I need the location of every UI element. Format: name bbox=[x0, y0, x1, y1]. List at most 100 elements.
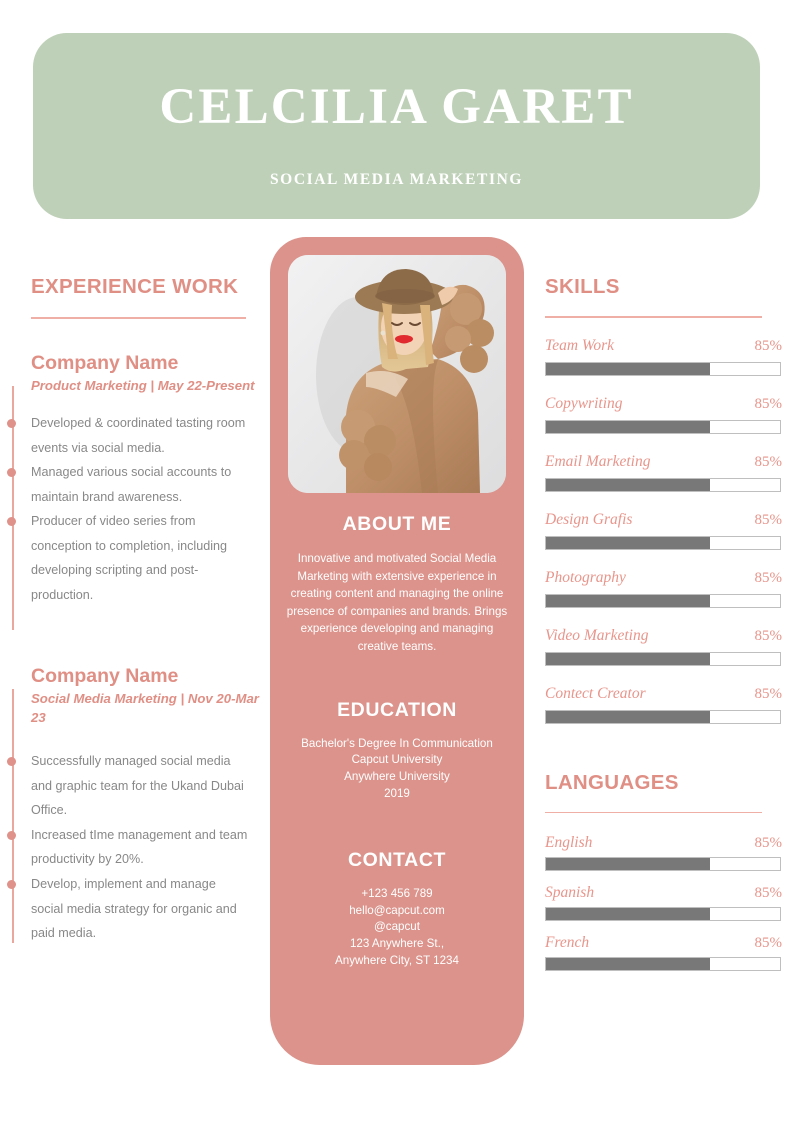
skill-row: Photography 85% bbox=[545, 569, 782, 608]
contact-heading: CONTACT bbox=[347, 848, 447, 871]
skills-heading: SKILLS bbox=[545, 275, 620, 298]
skill-progress-fill bbox=[546, 478, 710, 491]
contact-handle[interactable]: @capcut bbox=[374, 920, 420, 934]
page-title: CELCILIA GARET bbox=[159, 78, 634, 135]
bullet-text: Developed & coordinated tasting room eve… bbox=[31, 416, 246, 455]
skill-percent: 85% bbox=[754, 395, 783, 412]
language-progress-bar bbox=[545, 857, 781, 872]
experience-job-2: Company Name Social Media Marketing | No… bbox=[0, 665, 262, 946]
bullet-dot-icon bbox=[7, 830, 16, 840]
job-meta: Social Media Marketing | Nov 20-Mar 23 bbox=[31, 690, 259, 726]
contact-email[interactable]: hello@capcut.com bbox=[349, 903, 445, 917]
language-percent: 85% bbox=[754, 885, 783, 902]
languages-heading: LANGUAGES bbox=[545, 770, 679, 794]
about-heading: ABOUT ME bbox=[342, 513, 452, 535]
list-item: Producer of video series from conception… bbox=[7, 509, 262, 607]
bullet-text: Successfully managed social media and gr… bbox=[31, 754, 244, 818]
skill-label: Photography bbox=[545, 568, 626, 586]
skill-row: Design Grafis 85% bbox=[545, 511, 782, 550]
job-bullets: Successfully managed social media and gr… bbox=[7, 749, 262, 946]
skill-row: Video Marketing 85% bbox=[545, 627, 782, 666]
skills-heading-rule bbox=[545, 316, 762, 318]
skill-progress-fill bbox=[546, 536, 710, 549]
skill-percent: 85% bbox=[754, 511, 783, 528]
avatar bbox=[288, 255, 506, 493]
skill-label: Video Marketing bbox=[545, 626, 649, 644]
bullet-dot-icon bbox=[7, 757, 16, 767]
education-line: 2019 bbox=[384, 787, 410, 801]
language-progress-fill bbox=[546, 908, 710, 921]
list-item: Developed & coordinated tasting room eve… bbox=[7, 411, 262, 460]
skill-percent: 85% bbox=[754, 627, 783, 644]
skill-percent: 85% bbox=[754, 337, 783, 354]
skill-progress-bar bbox=[545, 535, 781, 550]
bullet-dot-icon bbox=[7, 517, 16, 527]
skills-section: SKILLS Team Work 85% Copywriting 85% Ema… bbox=[545, 275, 783, 972]
skill-progress-bar bbox=[545, 651, 781, 666]
skill-label: Team Work bbox=[545, 336, 615, 354]
about-text: Innovative and motivated Social Media Ma… bbox=[286, 552, 508, 654]
education-heading: EDUCATION bbox=[337, 698, 457, 721]
experience-section: EXPERIENCE WORK Company Name Product Mar… bbox=[0, 275, 262, 946]
education-line: Bachelor's Degree In Communication bbox=[301, 736, 493, 750]
skill-row: Team Work 85% bbox=[545, 337, 782, 376]
list-item: Successfully managed social media and gr… bbox=[7, 749, 262, 823]
skill-progress-bar bbox=[545, 361, 781, 376]
language-progress-fill bbox=[546, 958, 710, 971]
experience-job-1: Company Name Product Marketing | May 22-… bbox=[0, 351, 262, 630]
skill-label: Email Marketing bbox=[545, 452, 651, 470]
bullet-text: Managed various social accounts to maint… bbox=[31, 465, 232, 504]
language-progress-bar bbox=[545, 907, 781, 922]
bullet-dot-icon bbox=[7, 879, 16, 889]
language-label: Spanish bbox=[545, 884, 595, 902]
bullet-text: Producer of video series from conception… bbox=[31, 514, 228, 602]
bullet-text: Increased tIme management and team produ… bbox=[31, 827, 248, 867]
contact-address-line-1: 123 Anywhere St., bbox=[349, 937, 445, 951]
language-row: French 85% bbox=[545, 934, 783, 972]
skill-progress-bar bbox=[545, 593, 781, 608]
contact-phone[interactable]: +123 456 789 bbox=[361, 886, 433, 900]
language-label: English bbox=[545, 834, 593, 852]
skill-progress-bar bbox=[545, 419, 781, 434]
skill-progress-bar bbox=[545, 709, 781, 724]
job-company-name: Company Name bbox=[31, 664, 179, 687]
skill-percent: 85% bbox=[754, 569, 783, 586]
experience-heading: EXPERIENCE WORK bbox=[31, 275, 239, 298]
languages-heading-rule bbox=[545, 811, 762, 814]
job-meta: Product Marketing | May 22-Present bbox=[31, 378, 255, 394]
list-item: Develop, implement and manage social med… bbox=[7, 872, 262, 946]
education-line: Capcut University bbox=[351, 753, 443, 767]
skill-label: Copywriting bbox=[545, 394, 623, 412]
education-lines: Bachelor's Degree In Communication Capcu… bbox=[284, 736, 510, 803]
language-percent: 85% bbox=[754, 935, 783, 952]
languages-section: LANGUAGES English 85% Spanish 85% bbox=[545, 771, 782, 972]
portrait-photo-icon bbox=[288, 255, 506, 493]
profile-card: ABOUT ME Innovative and motivated Social… bbox=[270, 237, 524, 1065]
timeline-line-1 bbox=[12, 385, 14, 630]
skill-label: Design Grafis bbox=[545, 510, 633, 528]
skill-progress-fill bbox=[546, 594, 710, 607]
skill-percent: 85% bbox=[754, 453, 783, 470]
bullet-dot-icon bbox=[7, 468, 16, 478]
skill-label: Contect Creator bbox=[545, 684, 646, 702]
skill-progress-bar bbox=[545, 477, 781, 492]
skill-row: Contect Creator 85% bbox=[545, 685, 782, 724]
job-company-name: Company Name bbox=[31, 351, 179, 374]
language-progress-bar bbox=[545, 957, 781, 972]
list-item: Managed various social accounts to maint… bbox=[7, 460, 262, 509]
skill-percent: 85% bbox=[754, 685, 783, 702]
job-bullets: Developed & coordinated tasting room eve… bbox=[7, 411, 262, 607]
bullet-text: Develop, implement and manage social med… bbox=[31, 876, 237, 941]
contact-address-line-2: Anywhere City, ST 1234 bbox=[335, 954, 459, 968]
education-line: Anywhere University bbox=[344, 770, 450, 784]
contact-lines: +123 456 789 hello@capcut.com @capcut 12… bbox=[284, 886, 510, 970]
language-row: English 85% bbox=[545, 834, 783, 872]
skill-row: Email Marketing 85% bbox=[545, 453, 782, 492]
language-percent: 85% bbox=[754, 835, 783, 852]
skill-progress-fill bbox=[546, 362, 710, 375]
language-label: French bbox=[545, 934, 590, 952]
experience-heading-rule bbox=[31, 317, 246, 319]
bullet-dot-icon bbox=[7, 419, 16, 429]
language-progress-fill bbox=[546, 858, 710, 871]
